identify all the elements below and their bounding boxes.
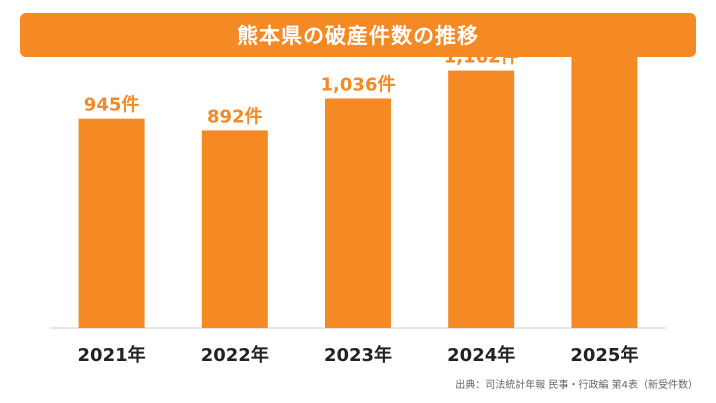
source-note: 出典：司法統計年報 民事・行政編 第4表（新受件数） [455, 380, 698, 391]
bar-4 [571, 56, 638, 328]
bar-1 [201, 130, 268, 328]
x-tick-label-0: 2021年 [78, 344, 146, 366]
data-label-2: 1,036件 [321, 73, 396, 95]
data-label-1: 892件 [207, 105, 263, 127]
x-tick-label-2: 2023年 [324, 344, 392, 366]
data-label-4: 1,225件 [567, 32, 642, 54]
title-banner: 熊本県の破産件数の推移 [20, 13, 696, 57]
x-tick-label-4: 2025年 [570, 344, 638, 366]
chart-title: 熊本県の破産件数の推移 [237, 24, 479, 48]
data-label-3: 1,162件 [444, 46, 519, 68]
x-tick-label-1: 2022年 [201, 344, 269, 366]
bar-2 [325, 98, 391, 329]
bar-0 [78, 118, 145, 329]
bar-3 [448, 70, 515, 328]
x-tick-label-3: 2024年 [447, 344, 515, 366]
data-label-0: 945件 [84, 94, 140, 116]
